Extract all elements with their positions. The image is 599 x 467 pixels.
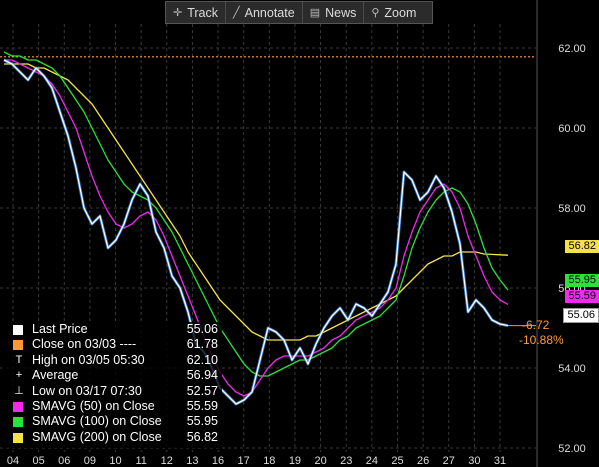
zoom-label: Zoom (384, 5, 417, 20)
news-label: News (325, 5, 357, 20)
x-tick-label: 12 (161, 455, 173, 467)
sma100-price-tag: 55.95 (565, 274, 599, 287)
legend-marker-icon: ⊥ (14, 384, 24, 397)
x-tick-label: 27 (443, 455, 455, 467)
legend-entry: SMAVG (200) on Close 56.82 (2, 430, 222, 445)
legend-marker-icon: T (15, 353, 23, 366)
legend-label: Last Price (32, 322, 88, 336)
legend-swatch (13, 417, 23, 428)
x-tick-label: 20 (314, 455, 326, 467)
x-tick-label: 16 (212, 455, 224, 467)
x-tick-label: 17 (238, 455, 250, 467)
legend-value: 62.10 (186, 352, 218, 367)
legend-label: Low on 03/17 07:30 (32, 383, 142, 398)
legend-value: 56.94 (186, 368, 218, 383)
legend-entry: Close on 03/03 ---- 61.78 (2, 337, 222, 352)
legend-value: 52.57 (186, 383, 218, 398)
legend-label: SMAVG (50) on Close (32, 398, 155, 413)
legend-swatch (13, 325, 23, 335)
y-tick-label: 60.00 (558, 123, 586, 135)
x-tick-label: 13 (186, 455, 198, 467)
chart-toolbar: ✛ Track ╱ Annotate ▤ News ⚲ Zoom (165, 1, 433, 24)
legend-entry: SMAVG (50) on Close 55.59 (2, 399, 222, 414)
y-tick-label: 62.00 (558, 43, 586, 55)
legend-entry: Last Price 55.06 (2, 322, 222, 337)
x-tick-label: 11 (135, 455, 146, 467)
annotate-button[interactable]: ╱ Annotate (226, 2, 303, 23)
sma50-price-tag: 55.59 (565, 290, 599, 303)
legend-entry: SMAVG (100) on Close 55.95 (2, 414, 222, 429)
x-tick-label: 31 (494, 455, 506, 467)
crosshair-icon: ✛ (173, 7, 183, 19)
sma200-line (4, 63, 509, 341)
track-button[interactable]: ✛ Track (166, 2, 227, 23)
chart-legend: Last Price 55.06 Close on 03/03 ---- 61.78 T… (2, 322, 222, 448)
x-tick-label: 10 (109, 455, 121, 467)
sma50-line (4, 59, 509, 397)
sma200-price-tag: 56.82 (565, 240, 599, 253)
news-button[interactable]: ▤ News (303, 2, 365, 23)
y-tick-label: 54.00 (558, 363, 586, 375)
x-tick-label: 25 (391, 455, 403, 467)
x-tick-label: 04 (7, 455, 19, 467)
last-price-tag: 55.06 (563, 308, 599, 323)
x-tick-label: 19 (289, 455, 301, 467)
newspaper-icon: ▤ (309, 7, 321, 19)
x-tick-label: 24 (366, 455, 378, 467)
legend-label: SMAVG (100) on Close (32, 414, 162, 429)
x-tick-label: 30 (468, 455, 480, 467)
x-tick-label: 05 (33, 455, 45, 467)
zoom-button[interactable]: ⚲ Zoom (364, 2, 423, 23)
x-tick-label: 26 (417, 455, 429, 467)
percent-change: -10.88% (519, 333, 564, 347)
legend-value: 55.59 (186, 398, 218, 413)
x-tick-label: 23 (340, 455, 352, 467)
legend-entry: + Average 56.94 (2, 368, 222, 383)
track-label: Track (187, 5, 219, 20)
y-tick-label: 52.00 (558, 443, 586, 455)
annotate-label: Annotate (244, 5, 295, 20)
last-price-line (3, 59, 509, 405)
legend-swatch (13, 340, 23, 351)
x-tick-label: 09 (84, 455, 96, 467)
pencil-icon: ╱ (233, 7, 240, 19)
x-tick-label: 18 (263, 455, 275, 467)
legend-value: 55.06 (186, 322, 218, 336)
legend-value: 61.78 (186, 337, 218, 352)
legend-swatch (13, 401, 23, 412)
legend-entry: ⊥ Low on 03/17 07:30 52.57 (2, 384, 222, 399)
legend-marker-icon: + (15, 369, 23, 382)
legend-label: Average (32, 368, 79, 383)
magnifier-icon: ⚲ (371, 7, 380, 19)
legend-label: SMAVG (200) on Close (32, 429, 162, 444)
legend-value: 56.82 (186, 429, 218, 444)
y-tick-label: 58.00 (558, 203, 586, 215)
legend-label: High on 03/05 05:30 (32, 352, 145, 367)
net-change: -6.72 (522, 318, 550, 332)
legend-value: 55.95 (186, 414, 218, 429)
legend-swatch (13, 432, 23, 443)
legend-entry: T High on 03/05 05:30 62.10 (2, 353, 222, 368)
legend-label: Close on 03/03 ---- (32, 337, 137, 352)
x-tick-label: 06 (58, 455, 70, 467)
